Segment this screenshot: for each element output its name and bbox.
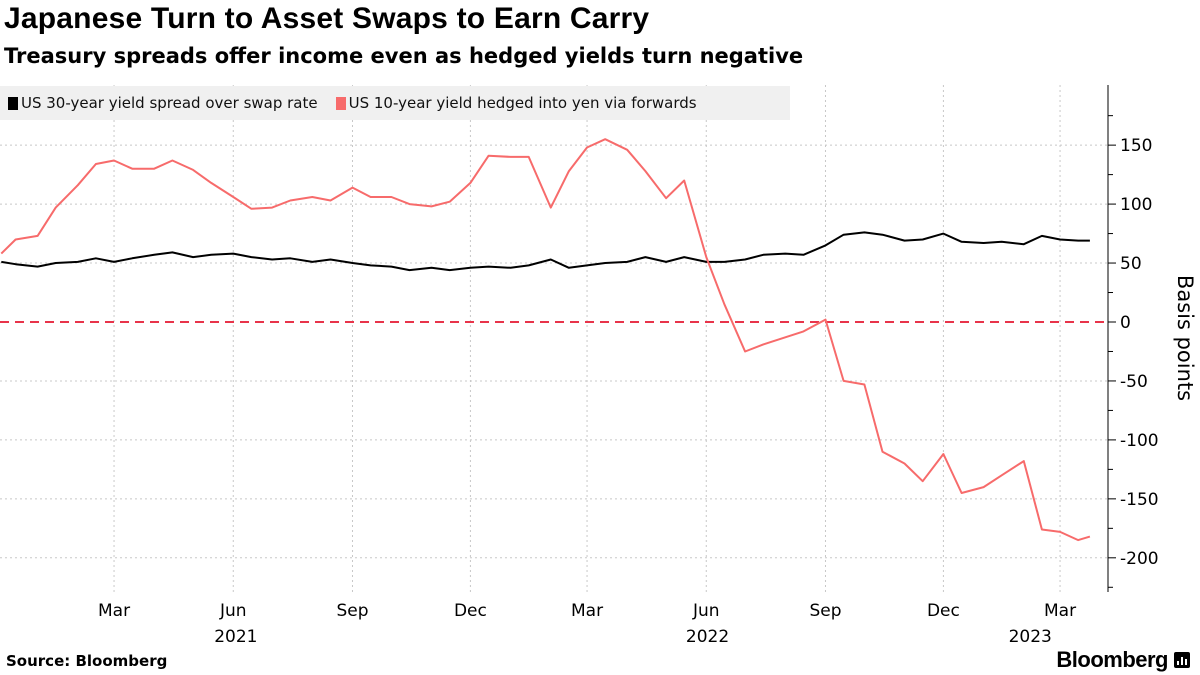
y-tick-label: -150 bbox=[1120, 490, 1159, 510]
legend-item-hedged: US 10-year yield hedged into yen via for… bbox=[335, 94, 697, 112]
x-tick-label: Jun bbox=[692, 601, 720, 621]
y-tick-label: -100 bbox=[1120, 431, 1159, 451]
series-line-30y-spread bbox=[1, 231, 1090, 272]
logo-text: Bloomberg bbox=[1056, 647, 1168, 672]
x-tick-label: Mar bbox=[571, 601, 603, 621]
y-axis-label: Basis points bbox=[1173, 275, 1197, 401]
x-tick-label: Mar bbox=[1044, 601, 1076, 621]
y-tick-label: 0 bbox=[1120, 313, 1131, 333]
bloomberg-chart-icon bbox=[1174, 652, 1190, 668]
y-tick-label: 150 bbox=[1120, 136, 1152, 156]
series-line-10y-hedged bbox=[0, 138, 1091, 542]
bloomberg-logo: Bloomberg bbox=[1056, 647, 1190, 673]
legend-swatch-red bbox=[335, 96, 346, 110]
x-tick-label: Mar bbox=[98, 601, 130, 621]
x-year-label: 2021 bbox=[214, 627, 257, 647]
x-tick-label: Sep bbox=[336, 601, 368, 621]
x-year-label: 2023 bbox=[1009, 627, 1052, 647]
chart-title: Japanese Turn to Asset Swaps to Earn Car… bbox=[4, 2, 650, 35]
x-tick-label: Dec bbox=[454, 601, 487, 621]
x-year-label: 2022 bbox=[686, 627, 729, 647]
y-tick-label: 100 bbox=[1120, 195, 1152, 215]
chart-subtitle: Treasury spreads offer income even as he… bbox=[4, 44, 804, 68]
y-tick-label: -200 bbox=[1120, 549, 1159, 569]
x-tick-label: Sep bbox=[809, 601, 841, 621]
x-tick-label: Dec bbox=[927, 601, 960, 621]
legend: US 30-year yield spread over swap rate U… bbox=[0, 86, 790, 120]
legend-item-spread: US 30-year yield spread over swap rate bbox=[8, 94, 318, 112]
legend-label: US 10-year yield hedged into yen via for… bbox=[348, 94, 697, 112]
source-note: Source: Bloomberg bbox=[6, 652, 168, 670]
y-tick-label: 50 bbox=[1120, 254, 1142, 274]
x-tick-label: Jun bbox=[219, 601, 247, 621]
legend-swatch-black bbox=[8, 96, 18, 110]
legend-label: US 30-year yield spread over swap rate bbox=[21, 94, 318, 112]
y-tick-label: -50 bbox=[1120, 372, 1148, 392]
